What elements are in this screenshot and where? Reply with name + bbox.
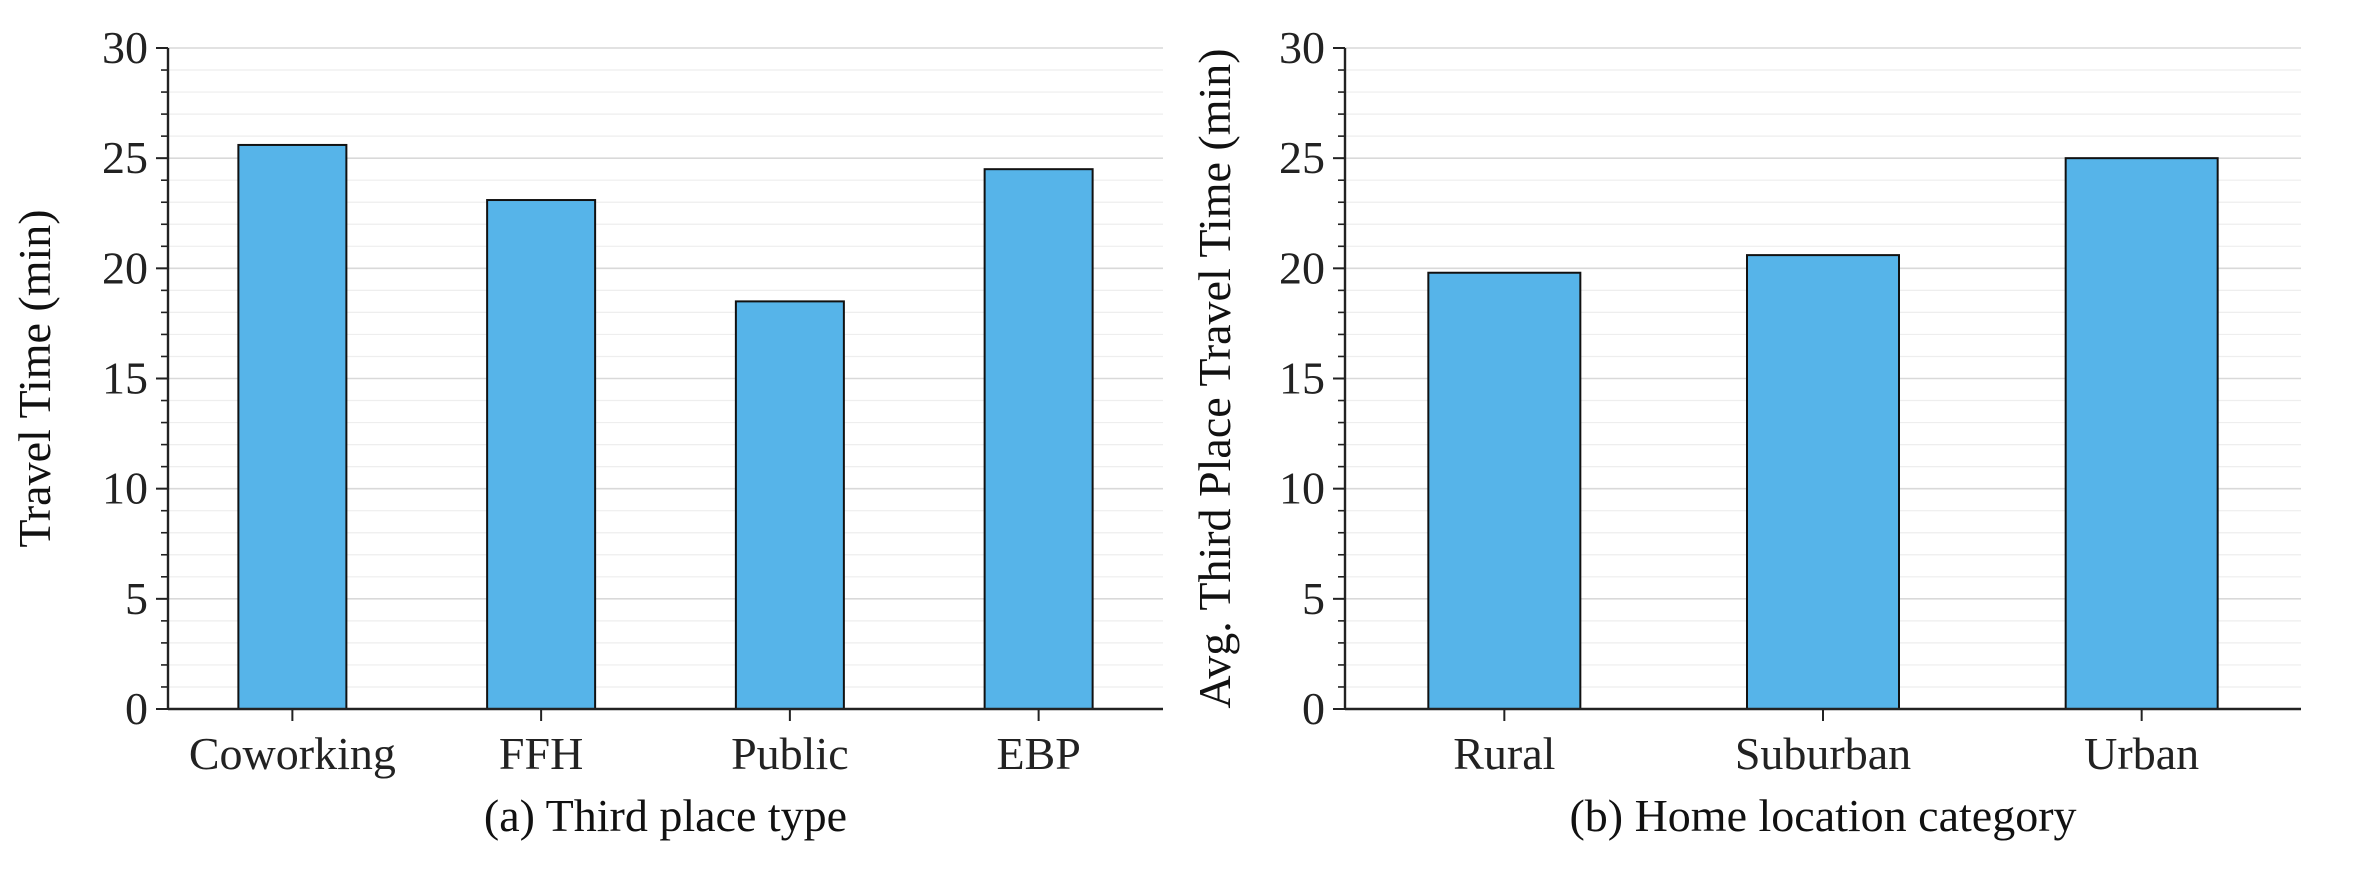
y-axis-title: Avg. Third Place Travel Time (min) bbox=[1189, 48, 1240, 708]
bar-urban bbox=[2064, 157, 2219, 710]
y-tick-label: 0 bbox=[1302, 683, 1325, 734]
bar-ebp bbox=[983, 168, 1094, 710]
chart-panel-a: Coworking FFH Public EBP 0 5 10 15 20 25 30 (a) Thi… bbox=[9, 22, 1163, 841]
bars-a bbox=[237, 143, 1094, 711]
y-tick-label: 5 bbox=[1302, 573, 1325, 624]
x-tick-label: Rural bbox=[1453, 728, 1555, 779]
chart-panel-b: Rural Suburban Urban 0 5 10 15 20 25 30 (b) Home l… bbox=[1189, 22, 2301, 841]
y-tick-label: 5 bbox=[125, 573, 148, 624]
bar-suburban bbox=[1746, 254, 1900, 710]
x-tick-label: Urban bbox=[2084, 728, 2199, 779]
y-tick-label: 0 bbox=[125, 683, 148, 734]
y-tick-label: 30 bbox=[102, 22, 148, 73]
y-tick-label: 15 bbox=[102, 353, 148, 404]
x-tick-label: Public bbox=[731, 728, 849, 779]
y-tick-label: 30 bbox=[1279, 22, 1325, 73]
x-tick-label: EBP bbox=[996, 728, 1080, 779]
bar-rural bbox=[1427, 271, 1582, 710]
bars-b bbox=[1427, 157, 2219, 710]
y-tick-label: 20 bbox=[102, 242, 148, 293]
x-tick-label: FFH bbox=[499, 728, 583, 779]
bar-ffh bbox=[486, 199, 597, 710]
y-tick-label: 15 bbox=[1279, 353, 1325, 404]
x-axis-title: (a) Third place type bbox=[484, 790, 847, 841]
y-axis-title: Travel Time (min) bbox=[9, 209, 60, 547]
y-tick-label: 10 bbox=[1279, 463, 1325, 514]
x-axis-title: (b) Home location category bbox=[1569, 790, 2076, 841]
bar-public bbox=[734, 300, 845, 710]
x-tick-label: Suburban bbox=[1735, 728, 1911, 779]
x-tick-label: Coworking bbox=[189, 728, 396, 779]
y-tick-label: 20 bbox=[1279, 242, 1325, 293]
y-tick-label: 25 bbox=[1279, 132, 1325, 183]
y-tick-label: 10 bbox=[102, 463, 148, 514]
bar-coworking bbox=[237, 143, 348, 711]
y-tick-label: 25 bbox=[102, 132, 148, 183]
